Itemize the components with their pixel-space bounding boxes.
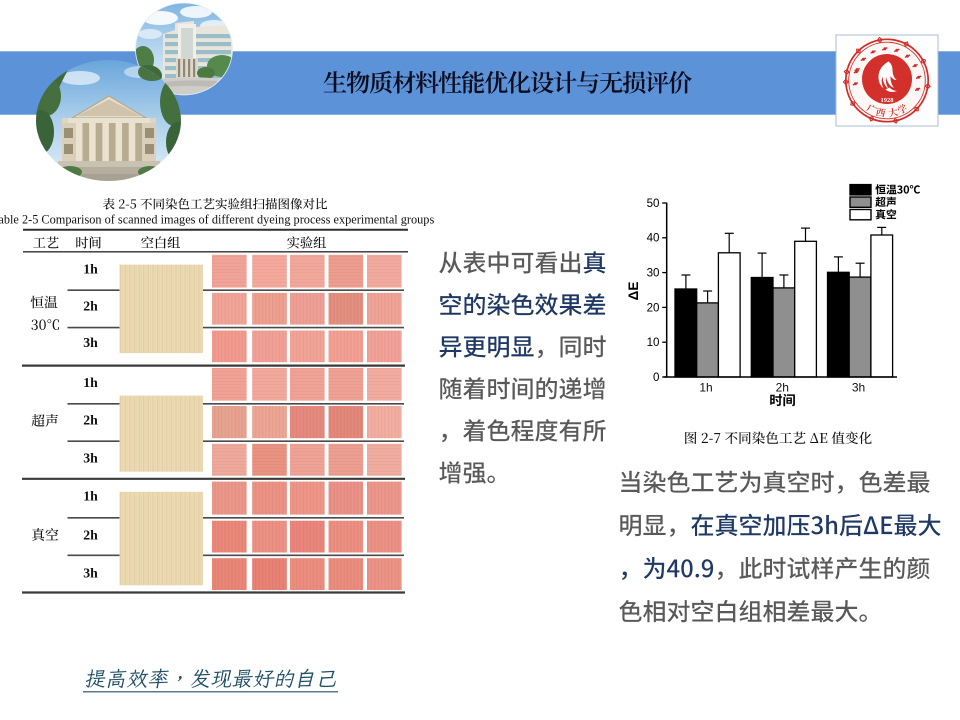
svg-text:3h: 3h bbox=[83, 451, 98, 466]
svg-text:2h: 2h bbox=[83, 413, 98, 428]
svg-text:50: 50 bbox=[647, 197, 660, 210]
svg-text:2h: 2h bbox=[776, 381, 789, 395]
svg-text:3h: 3h bbox=[852, 381, 865, 395]
svg-text:1h: 1h bbox=[83, 375, 98, 390]
svg-text:Table 2-5 Comparison of scanne: Table 2-5 Comparison of scanned images o… bbox=[0, 213, 434, 227]
svg-text:ΔE: ΔE bbox=[626, 282, 641, 301]
svg-text:3h: 3h bbox=[83, 566, 98, 581]
svg-text:20: 20 bbox=[647, 301, 660, 314]
svg-text:10: 10 bbox=[647, 336, 660, 349]
svg-text:40: 40 bbox=[647, 232, 660, 245]
svg-text:2h: 2h bbox=[83, 299, 98, 314]
svg-text:30: 30 bbox=[647, 267, 660, 280]
svg-text:2h: 2h bbox=[83, 528, 98, 543]
svg-text:0: 0 bbox=[653, 371, 659, 384]
svg-text:3h: 3h bbox=[83, 335, 98, 350]
svg-text:1h: 1h bbox=[699, 381, 712, 395]
svg-text:1h: 1h bbox=[83, 489, 98, 504]
svg-text:1h: 1h bbox=[83, 261, 98, 276]
svg-text:1928: 1928 bbox=[881, 97, 895, 104]
